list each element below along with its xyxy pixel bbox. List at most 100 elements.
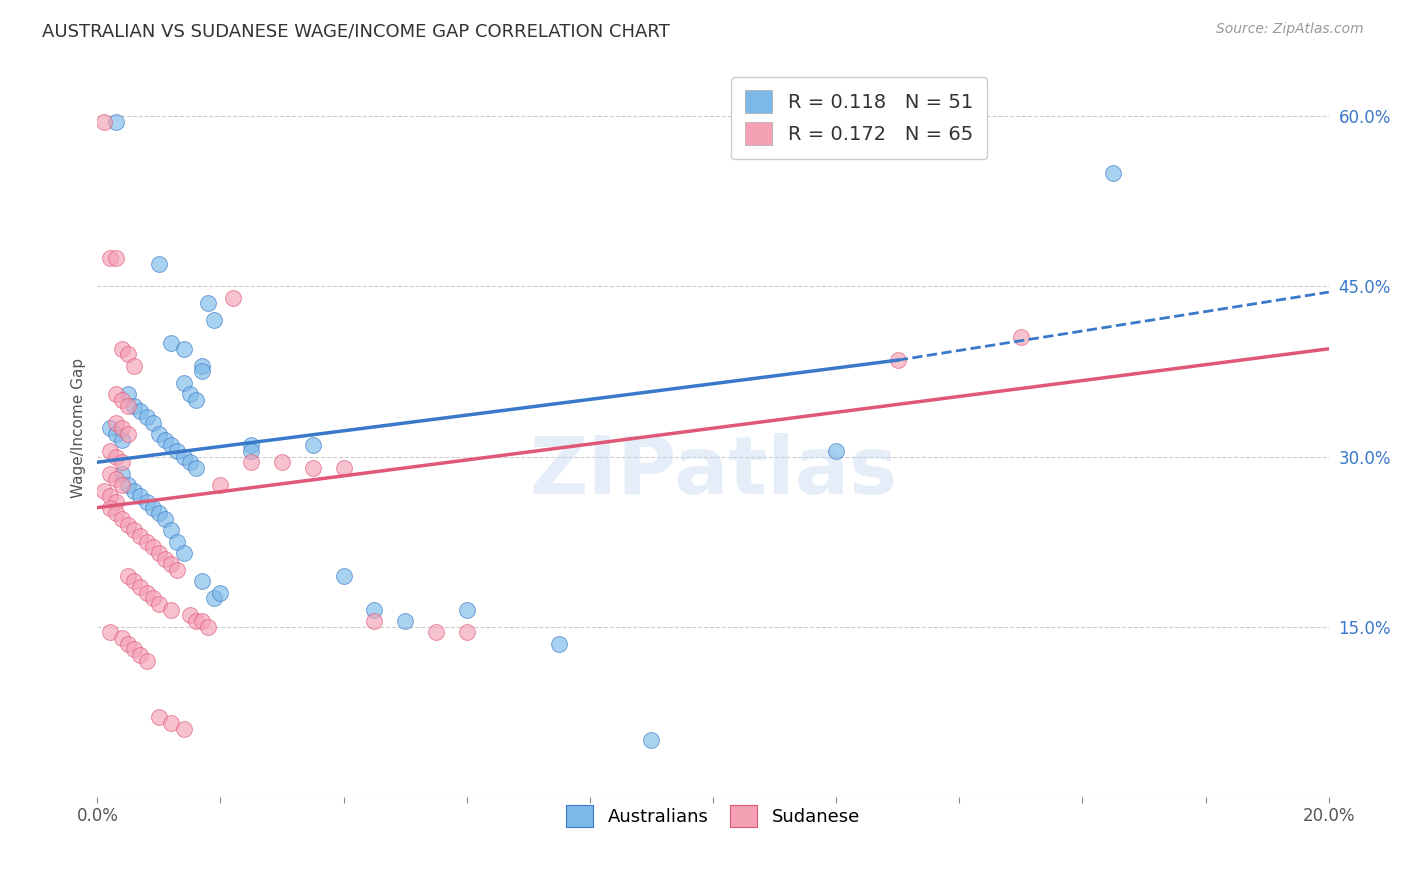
- Point: [104, 450, 127, 464]
- Point: [117, 517, 139, 532]
- Point: [117, 426, 139, 441]
- Point: [191, 614, 214, 628]
- Point: [111, 467, 134, 481]
- Point: [191, 364, 214, 378]
- Point: [129, 489, 152, 503]
- Point: [153, 433, 176, 447]
- Point: [124, 523, 146, 537]
- Point: [179, 455, 201, 469]
- Point: [173, 342, 195, 356]
- Point: [240, 455, 263, 469]
- Point: [548, 637, 571, 651]
- Point: [104, 472, 127, 486]
- Point: [104, 251, 127, 265]
- Point: [148, 506, 170, 520]
- Point: [142, 591, 165, 606]
- Point: [135, 585, 157, 599]
- Point: [191, 359, 214, 373]
- Point: [104, 495, 127, 509]
- Point: [98, 625, 121, 640]
- Point: [104, 506, 127, 520]
- Point: [111, 342, 134, 356]
- Point: [166, 534, 188, 549]
- Point: [456, 602, 478, 616]
- Point: [202, 591, 225, 606]
- Point: [425, 625, 447, 640]
- Point: [124, 359, 146, 373]
- Point: [148, 426, 170, 441]
- Point: [173, 546, 195, 560]
- Point: [240, 443, 263, 458]
- Point: [117, 637, 139, 651]
- Point: [104, 115, 127, 129]
- Point: [142, 500, 165, 515]
- Point: [302, 461, 325, 475]
- Point: [111, 421, 134, 435]
- Point: [124, 399, 146, 413]
- Point: [148, 597, 170, 611]
- Point: [202, 313, 225, 327]
- Point: [98, 500, 121, 515]
- Point: [184, 614, 207, 628]
- Point: [124, 642, 146, 657]
- Text: AUSTRALIAN VS SUDANESE WAGE/INCOME GAP CORRELATION CHART: AUSTRALIAN VS SUDANESE WAGE/INCOME GAP C…: [42, 22, 669, 40]
- Point: [135, 409, 157, 424]
- Point: [93, 115, 115, 129]
- Point: [117, 478, 139, 492]
- Point: [191, 574, 214, 589]
- Point: [166, 443, 188, 458]
- Point: [1102, 166, 1125, 180]
- Point: [129, 648, 152, 662]
- Point: [117, 347, 139, 361]
- Point: [160, 336, 183, 351]
- Point: [179, 608, 201, 623]
- Point: [148, 710, 170, 724]
- Point: [302, 438, 325, 452]
- Point: [124, 483, 146, 498]
- Point: [222, 291, 245, 305]
- Point: [197, 296, 219, 310]
- Point: [142, 541, 165, 555]
- Text: Source: ZipAtlas.com: Source: ZipAtlas.com: [1216, 22, 1364, 37]
- Point: [111, 478, 134, 492]
- Point: [271, 455, 294, 469]
- Point: [148, 546, 170, 560]
- Point: [135, 654, 157, 668]
- Point: [153, 512, 176, 526]
- Point: [124, 574, 146, 589]
- Point: [363, 602, 385, 616]
- Point: [129, 529, 152, 543]
- Point: [93, 483, 115, 498]
- Y-axis label: Wage/Income Gap: Wage/Income Gap: [72, 358, 86, 499]
- Point: [160, 558, 183, 572]
- Point: [135, 534, 157, 549]
- Point: [98, 467, 121, 481]
- Point: [117, 399, 139, 413]
- Point: [104, 426, 127, 441]
- Point: [111, 512, 134, 526]
- Point: [363, 614, 385, 628]
- Legend: Australians, Sudanese: Australians, Sudanese: [557, 796, 869, 836]
- Point: [173, 376, 195, 390]
- Point: [160, 716, 183, 731]
- Point: [111, 433, 134, 447]
- Point: [209, 585, 232, 599]
- Point: [129, 404, 152, 418]
- Point: [111, 631, 134, 645]
- Text: ZIPatlas: ZIPatlas: [529, 434, 897, 511]
- Point: [179, 387, 201, 401]
- Point: [117, 568, 139, 582]
- Point: [184, 461, 207, 475]
- Point: [111, 455, 134, 469]
- Point: [209, 478, 232, 492]
- Point: [148, 257, 170, 271]
- Point: [129, 580, 152, 594]
- Point: [332, 461, 354, 475]
- Point: [825, 443, 848, 458]
- Point: [332, 568, 354, 582]
- Point: [173, 450, 195, 464]
- Point: [104, 416, 127, 430]
- Point: [98, 251, 121, 265]
- Point: [98, 443, 121, 458]
- Point: [98, 421, 121, 435]
